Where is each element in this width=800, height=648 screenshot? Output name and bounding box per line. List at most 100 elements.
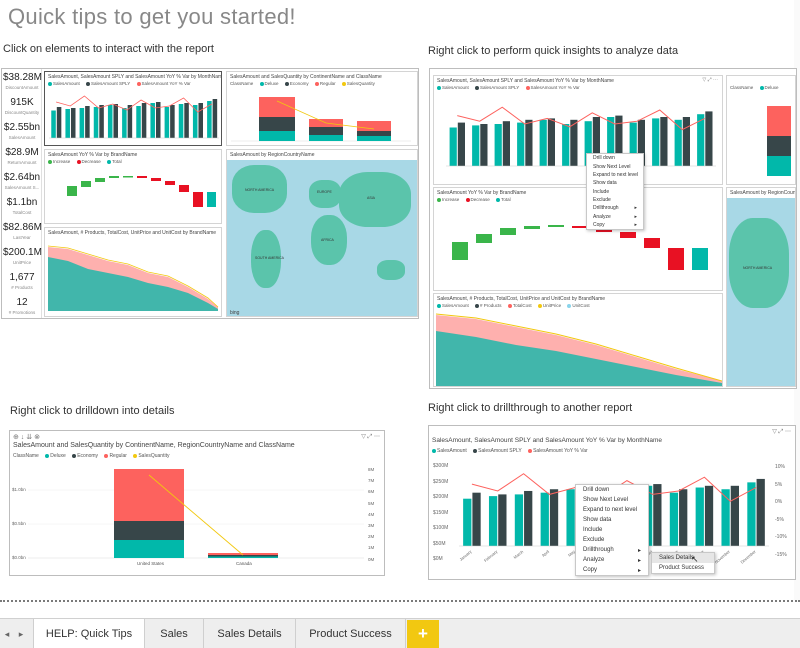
bar-sales-amount [164, 107, 170, 138]
tab-sales[interactable]: Sales [145, 619, 204, 648]
menu-item-include[interactable]: Include [593, 188, 610, 195]
bar-sales-amount-sply [141, 103, 147, 138]
waterfall-plot[interactable] [446, 208, 716, 288]
bing-logo: bing [230, 310, 240, 316]
submenu-item-product-success[interactable]: Product Success [659, 565, 705, 571]
menu-item-include[interactable]: Include [583, 527, 603, 533]
bar-sales-amount [192, 105, 198, 138]
y-tick-left: $1.0bn [12, 487, 26, 492]
bar-sales-amount-sply [660, 117, 668, 166]
tab-help-quick-tips[interactable]: HELP: Quick Tips [33, 619, 145, 648]
kpi-label: DiscountAmount [5, 85, 39, 90]
kpi-label: DiscountQuantity [4, 110, 40, 115]
continent-stacked-chart[interactable]: SalesAmount and SalesQuantity by Contine… [226, 71, 418, 146]
products-area-chart-large[interactable]: SalesAmount, # Products, TotalCost, Unit… [433, 293, 723, 387]
x-tick-month: April [541, 549, 550, 558]
bar-sales-amount [607, 117, 615, 166]
region-map[interactable]: SalesAmount by RegionCountryName NORTH A… [226, 149, 418, 317]
bar-sales-amount [540, 492, 549, 546]
add-page-button[interactable]: + [407, 620, 439, 648]
menu-item-drillthrough[interactable]: Drillthrough ▸ [593, 205, 637, 212]
visual-header-icons[interactable]: ▽ ⤢ ⋯ [361, 434, 380, 440]
stacked-chart-plot[interactable] [231, 89, 416, 144]
area-chart-plot[interactable] [47, 241, 220, 313]
bar-sales-amount [517, 122, 525, 166]
menu-item-analyze[interactable]: Analyze ▸ [593, 213, 637, 220]
combo-chart-plot[interactable] [49, 88, 219, 143]
map-land [309, 180, 341, 208]
region-map-partial[interactable]: SalesAmount by RegionCountryName NORTH A… [726, 187, 796, 387]
menu-item-drillthrough[interactable]: Drillthrough ▸ [583, 547, 641, 554]
map-land [339, 172, 411, 227]
drillthrough-submenu[interactable]: Sales Details Product Success [651, 552, 715, 574]
kpi-value: $2.64bn [3, 172, 41, 183]
menu-item-drill-down[interactable]: Drill down [593, 155, 615, 162]
report-preview-drillthrough[interactable]: ▽ ⤢ ⋯ SalesAmount, SalesAmount SPLY and … [428, 425, 796, 580]
products-area-chart[interactable]: SalesAmount, # Products, TotalCost, Unit… [44, 227, 222, 317]
map-canvas[interactable]: NORTH AMERICA [727, 198, 795, 386]
tab-product-success[interactable]: Product Success [296, 619, 406, 648]
combo-chart-plot[interactable] [446, 96, 716, 178]
visual-header-icons[interactable]: ▽ ⤢ ⋯ [772, 429, 791, 435]
menu-item-analyze[interactable]: Analyze ▸ [583, 557, 641, 564]
scrollbar[interactable] [794, 0, 800, 600]
chart-legend: Increase Decrease Total [437, 197, 516, 202]
page-title: Quick tips to get you started! [8, 4, 296, 29]
report-preview-insights[interactable]: ▽ ⤢ ⋯ SalesAmount, SalesAmount SPLY and … [429, 68, 797, 389]
menu-item-copy[interactable]: Copy ▸ [593, 222, 637, 229]
tab-scroll-right-icon[interactable]: ▸ [18, 629, 24, 639]
bar-sales-amount [539, 119, 547, 166]
chart-legend: SalesAmount # Products TotalCost UnitPri… [437, 303, 595, 308]
menu-item-show-next-level[interactable]: Show Next Level [583, 497, 629, 503]
waterfall-plot[interactable] [49, 166, 219, 221]
menu-item-show-next-level[interactable]: Show Next Level [593, 163, 631, 170]
kpi-value: 12 [16, 297, 28, 308]
menu-item-expand-next-level[interactable]: Expand to next level [583, 507, 638, 513]
menu-item-expand-next-level[interactable]: Expand to next level [593, 171, 639, 178]
visual-header-icons[interactable]: ▽ ⤢ ⋯ [702, 77, 718, 83]
bar-sales-amount-sply [170, 105, 175, 138]
stacked-chart-plot[interactable] [767, 96, 796, 176]
report-preview-click[interactable]: $38.28M DiscountAmount 915K DiscountQuan… [1, 68, 419, 319]
menu-item-drill-down[interactable]: Drill down [583, 487, 610, 493]
caption-quick-insights: Right click to perform quick insights to… [428, 45, 679, 57]
bar-sales-amount [697, 114, 705, 166]
x-tick-month: May [567, 549, 576, 558]
menu-item-show-data[interactable]: Show data [583, 517, 612, 523]
context-menu[interactable]: Drill down Show Next Level Expand to nex… [586, 153, 644, 231]
menu-item-exclude[interactable]: Exclude [593, 197, 611, 204]
brand-waterfall-chart[interactable]: SalesAmount YoY % Var by BrandName Incre… [44, 149, 222, 224]
menu-item-copy[interactable]: Copy ▸ [583, 567, 641, 574]
kpi-label: ReturnAmount [7, 160, 37, 165]
visual-title: SalesAmount YoY % Var by BrandName [48, 152, 138, 158]
bar-sales-amount [721, 489, 730, 546]
report-preview-drilldown[interactable]: ⊕ ↓ ⇊ ⊗ ▽ ⤢ ⋯ SalesAmount and SalesQuant… [9, 430, 385, 576]
drilldown-chart-plot[interactable] [28, 461, 368, 561]
brand-waterfall-chart-large[interactable]: SalesAmount YoY % Var by BrandName Incre… [433, 187, 723, 291]
menu-item-exclude[interactable]: Exclude [583, 537, 605, 543]
x-tick: United States [137, 561, 165, 566]
map-land [377, 260, 405, 280]
menu-item-show-data[interactable]: Show data [593, 180, 617, 187]
bar-sales-amount-sply [704, 485, 714, 546]
map-canvas[interactable]: NORTH AMERICA SOUTH AMERICA AFRICA EUROP… [227, 160, 417, 316]
kpi-label: # Products [11, 285, 33, 290]
submenu-item-sales-details[interactable]: Sales Details [652, 553, 714, 563]
bar-sales-amount-sply [592, 117, 600, 166]
bar-sales-amount [488, 496, 498, 546]
bar-sales-amount [494, 124, 502, 166]
chart-legend: ClassName Deluxe [730, 85, 779, 90]
tab-sales-details[interactable]: Sales Details [204, 619, 296, 648]
bar-sales-amount-sply [756, 478, 765, 546]
monthly-combo-chart[interactable]: SalesAmount, SalesAmount SPLY and SalesA… [44, 71, 222, 146]
continent-stacked-chart-partial[interactable]: ClassName Deluxe [726, 75, 796, 185]
area-chart-plot[interactable] [435, 311, 722, 387]
bar-sales-amount [629, 122, 637, 166]
bar-sales-amount-sply [682, 117, 690, 166]
mouse-cursor-icon: ↖ [691, 554, 699, 564]
bar-sales-amount-sply [56, 107, 62, 138]
monthly-combo-chart-large[interactable]: ▽ ⤢ ⋯ SalesAmount, SalesAmount SPLY and … [433, 75, 723, 185]
drill-mode-icons[interactable]: ⊕ ↓ ⇊ ⊗ [13, 434, 40, 441]
tab-scroll-left-icon[interactable]: ◂ [4, 629, 10, 639]
context-menu[interactable]: Drill down Show Next Level Expand to nex… [575, 484, 649, 576]
